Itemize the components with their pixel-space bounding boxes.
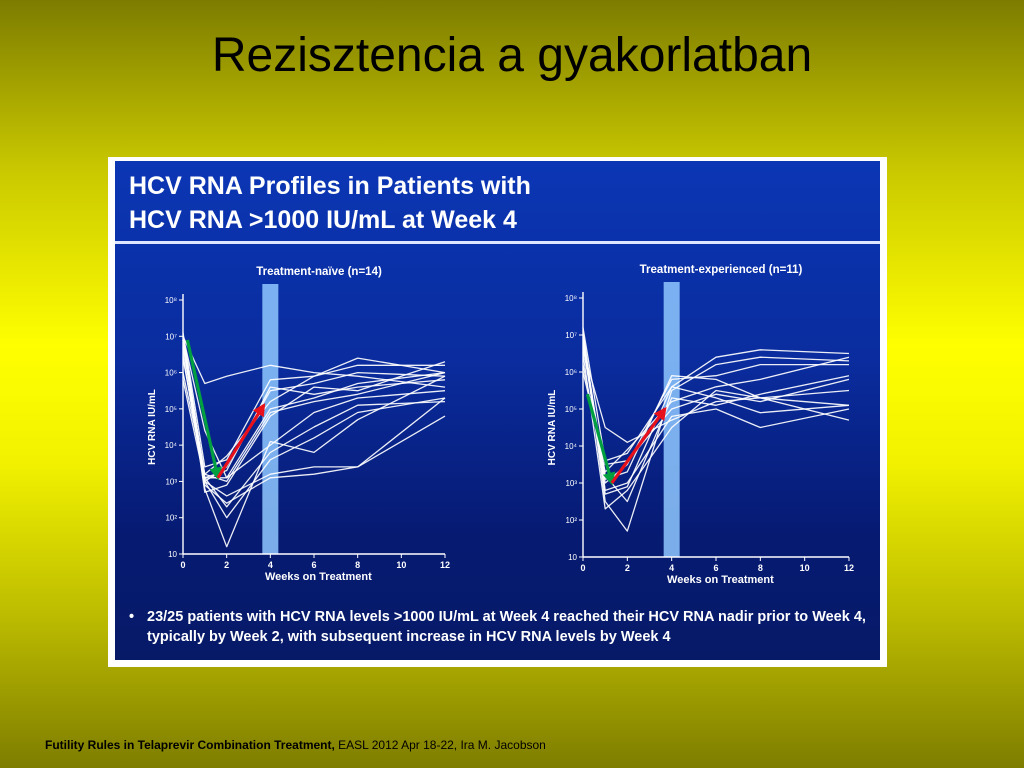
chart2-y-tick-label: 10⁵ bbox=[565, 405, 577, 414]
chart1-x-tick-label: 6 bbox=[311, 560, 316, 570]
chart1-x-tick-label: 10 bbox=[396, 560, 406, 570]
chart2-x-tick-label: 8 bbox=[758, 563, 763, 573]
chart2-x-tick-label: 12 bbox=[844, 563, 854, 573]
chart2-nadir-arrow bbox=[585, 393, 616, 486]
chart1-x-tick-label: 2 bbox=[224, 560, 229, 570]
charts-svg: 10 10² 10³ 10⁴ 10⁵ 10⁶ 10⁷ 10⁸ 0 2 4 6 8 10 12 Treatmen… bbox=[147, 264, 854, 586]
chart1-series-line-12 bbox=[182, 339, 446, 548]
chart1-series-line-4 bbox=[182, 332, 445, 468]
figure-panel: HCV RNA Profiles in Patients with HCV RN… bbox=[115, 161, 880, 660]
chart1-nadir-arrow bbox=[185, 339, 222, 481]
chart1-series-line-9 bbox=[182, 347, 446, 475]
chart1-y-tick-label: 10² bbox=[165, 514, 177, 523]
chart1-y-tick-label: 10⁶ bbox=[165, 369, 177, 378]
chart2-series-line-8 bbox=[582, 356, 850, 473]
chart1-y-tick-label: 10⁴ bbox=[165, 441, 178, 450]
citation-title: Futility Rules in Telaprevir Combination… bbox=[45, 738, 335, 752]
chart2-y-tick-label: 10⁶ bbox=[565, 368, 577, 377]
chart2-y-tick-label: 10⁷ bbox=[565, 331, 577, 340]
chart1-y-tick-label: 10³ bbox=[165, 477, 177, 486]
chart2-rise-arrow bbox=[610, 406, 667, 484]
chart2-x-tick-label: 4 bbox=[669, 563, 674, 573]
chart1-title: Treatment-naïve (n=14) bbox=[256, 266, 382, 278]
chart1-series-line-10 bbox=[182, 336, 446, 479]
footnote-text: 23/25 patients with HCV RNA levels >1000… bbox=[147, 609, 866, 645]
chart2-y-tick-label: 10² bbox=[565, 516, 577, 525]
chart2-x-tick-label: 0 bbox=[580, 563, 585, 573]
chart2-series-line-6 bbox=[582, 371, 850, 466]
chart2-series-line-10 bbox=[582, 334, 850, 495]
chart1-y-tick-label: 10 bbox=[168, 550, 177, 559]
chart2-x-tick-label: 6 bbox=[713, 563, 718, 573]
chart1-y-tick-label: 10⁷ bbox=[165, 332, 177, 341]
chart2-series-line-4 bbox=[582, 353, 850, 510]
chart1-x-tick-label: 0 bbox=[180, 560, 185, 570]
chart1-x-tick-label: 12 bbox=[440, 560, 450, 570]
chart1-y-axis-label: HCV RNA IU/mL bbox=[147, 389, 158, 465]
slide-title: Rezisztencia a gyakorlatban bbox=[211, 29, 813, 82]
chart2-title: Treatment-experienced (n=11) bbox=[640, 264, 803, 276]
citation: Futility Rules in Telaprevir Combination… bbox=[45, 738, 546, 752]
figure-frame: HCV RNA Profiles in Patients with HCV RN… bbox=[108, 157, 887, 667]
chart2-x-axis-label: Weeks on Treatment bbox=[667, 574, 774, 586]
heading-divider bbox=[115, 241, 880, 244]
figure-heading-line2: HCV RNA >1000 IU/mL at Week 4 bbox=[129, 206, 517, 234]
chart1-rise-arrow bbox=[216, 403, 266, 479]
chart1-series-line-3 bbox=[182, 343, 446, 479]
chart1-x-tick-label: 4 bbox=[268, 560, 273, 570]
chart2-y-tick-label: 10⁴ bbox=[565, 442, 578, 451]
chart2-y-tick-label: 10³ bbox=[565, 479, 577, 488]
chart2-y-tick-label: 10 bbox=[568, 553, 577, 562]
chart2-series-line-9 bbox=[582, 349, 850, 443]
chart2-series-line-2 bbox=[582, 334, 850, 532]
chart1-y-tick-label: 10⁵ bbox=[165, 405, 177, 414]
chart1-x-axis-label: Weeks on Treatment bbox=[265, 571, 372, 583]
chart2-y-tick-label: 10⁸ bbox=[565, 294, 577, 303]
chart2-series-line-5 bbox=[582, 338, 850, 503]
chart2-series-line-11 bbox=[582, 345, 850, 480]
chart2-x-tick-label: 2 bbox=[625, 563, 630, 573]
chart1-y-tick-label: 10⁸ bbox=[165, 296, 177, 305]
footnote: • 23/25 patients with HCV RNA levels >10… bbox=[129, 607, 874, 647]
footnote-bullet: • bbox=[129, 609, 135, 625]
figure-heading-line1: HCV RNA Profiles in Patients with bbox=[129, 172, 531, 200]
chart1-x-tick-label: 8 bbox=[355, 560, 360, 570]
chart2-y-axis-label: HCV RNA IU/mL bbox=[547, 390, 558, 466]
citation-details: EASL 2012 Apr 18-22, Ira M. Jacobson bbox=[334, 738, 546, 752]
chart1-week4-highlight bbox=[262, 284, 279, 554]
chart1-series-line-5 bbox=[182, 339, 446, 493]
figure-heading: HCV RNA Profiles in Patients with HCV RN… bbox=[129, 169, 869, 237]
chart2-x-tick-label: 10 bbox=[800, 563, 810, 573]
chart1-series-line-14 bbox=[182, 336, 446, 483]
chart1-series-line-7 bbox=[182, 336, 446, 388]
